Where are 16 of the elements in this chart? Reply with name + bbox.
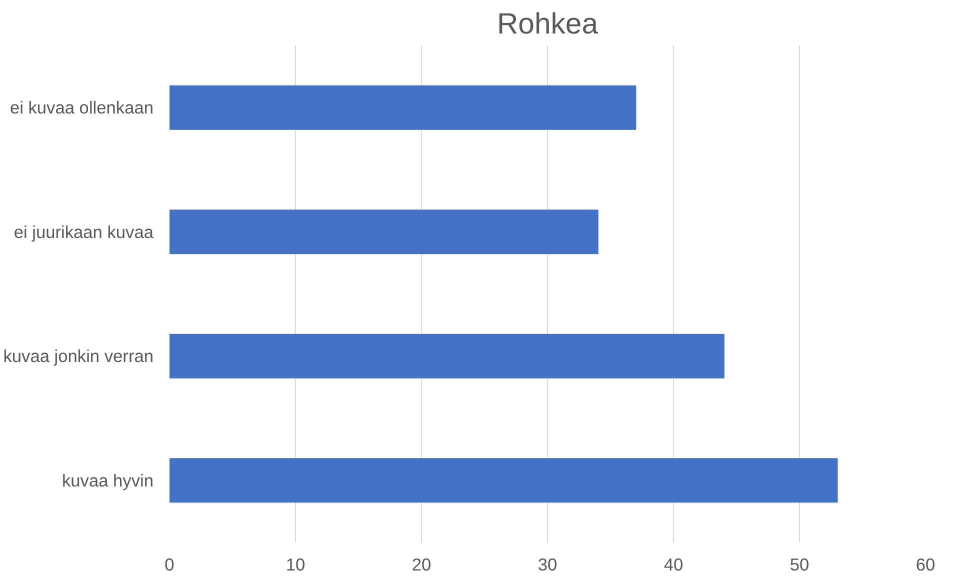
y-tick-label: kuvaa jonkin verran — [3, 346, 154, 366]
bar — [170, 458, 838, 503]
y-tick-label: kuvaa hyvin — [62, 470, 154, 490]
x-tick-label: 30 — [538, 554, 558, 574]
y-tick-label: ei juurikaan kuvaa — [14, 222, 154, 242]
x-tick-label: 60 — [916, 554, 936, 574]
y-tick-label: ei kuvaa ollenkaan — [10, 98, 154, 118]
bar — [170, 334, 724, 378]
x-tick-label: 0 — [164, 554, 174, 574]
bar — [170, 210, 598, 254]
x-tick-label: 50 — [790, 554, 810, 574]
x-tick-label: 40 — [664, 554, 684, 574]
bar — [170, 85, 636, 130]
x-tick-label: 20 — [412, 554, 432, 574]
x-tick-label: 10 — [286, 554, 306, 574]
chart-title: Rohkea — [496, 8, 599, 40]
